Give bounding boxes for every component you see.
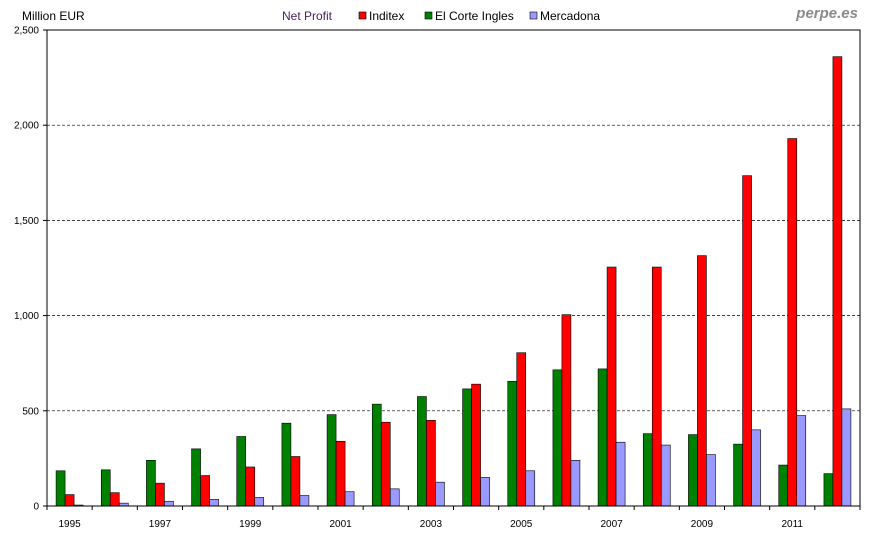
bar-el-corte-ingles-1996 [100, 469, 111, 507]
bar-inditex-2012 [832, 56, 843, 507]
bar-el-corte-ingles-1997 [146, 459, 156, 507]
bar-mercadona-2004 [480, 477, 490, 507]
bar-el-corte-ingles-1998 [191, 448, 201, 507]
bar-inditex-2011 [787, 138, 798, 507]
bar-inditex-2009 [697, 255, 707, 507]
bar-inditex-2004 [471, 383, 481, 507]
legend-swatch-el-corte-ingles [424, 11, 433, 20]
x-tick-label-1995: 1995 [58, 519, 81, 530]
axes [43, 29, 861, 510]
bar-el-corte-ingles-2000 [281, 422, 292, 507]
x-tick-label-1999: 1999 [239, 519, 262, 530]
bar-el-corte-ingles-2002 [371, 403, 382, 507]
bar-el-corte-ingles-2010 [733, 443, 743, 507]
brand-watermark: perpe.es [795, 5, 858, 22]
y-tick-label-0: 0 [33, 502, 39, 513]
legend-label-inditex: Inditex [369, 9, 404, 23]
legend-label-el-corte-ingles: El Corte Ingles [435, 9, 514, 23]
bar-el-corte-ingles-2007 [597, 368, 608, 507]
y-tick-label-1000: 1,000 [14, 311, 39, 322]
bar-mercadona-1997 [164, 500, 174, 507]
bar-inditex-1997 [155, 482, 165, 507]
bar-el-corte-ingles-1995 [55, 470, 66, 507]
bar-mercadona-1998 [209, 499, 219, 507]
legend-swatch-mercadona [529, 11, 538, 20]
x-tick-label-2005: 2005 [510, 519, 533, 530]
x-tick-label-2003: 2003 [420, 519, 443, 530]
bar-mercadona-2003 [435, 481, 445, 507]
x-tick-label-1997: 1997 [149, 519, 172, 530]
bar-mercadona-2006 [570, 459, 581, 507]
bar-inditex-2000 [290, 456, 301, 507]
x-tick-label-2007: 2007 [600, 519, 623, 530]
y-tick-label-2000: 2,000 [14, 121, 39, 132]
bar-mercadona-2002 [389, 488, 400, 507]
x-tick-label-2009: 2009 [691, 519, 714, 530]
bar-inditex-2001 [335, 440, 346, 507]
bar-mercadona-2009 [706, 454, 716, 507]
y-tick-label-1500: 1,500 [14, 216, 39, 227]
chart-title: Net Profit [282, 9, 333, 23]
bar-inditex-2003 [426, 420, 436, 507]
bar-inditex-1998 [200, 475, 210, 507]
y-tick-labels: 0 500 1,000 1,500 2,000 2,500 [14, 26, 39, 513]
bar-el-corte-ingles-2012 [823, 473, 834, 507]
bar-inditex-1996 [109, 492, 120, 507]
bar-inditex-2006 [561, 314, 572, 507]
bar-el-corte-ingles-2001 [326, 414, 337, 507]
bar-mercadona-2011 [796, 415, 807, 507]
bar-mercadona-1999 [254, 497, 265, 507]
x-tick-label-2001: 2001 [329, 519, 352, 530]
y-unit-label: Million EUR [22, 9, 85, 23]
legend: Inditex El Corte Ingles Mercadona [358, 9, 600, 23]
bar-inditex-2002 [380, 421, 391, 507]
bar-el-corte-ingles-2008 [642, 433, 653, 507]
bar-mercadona-2010 [751, 429, 761, 507]
bar-inditex-2005 [516, 352, 527, 507]
bar-el-corte-ingles-1999 [236, 436, 247, 507]
bar-inditex-1995 [64, 494, 75, 507]
bar-el-corte-ingles-2003 [417, 396, 427, 507]
bar-el-corte-ingles-2004 [462, 388, 472, 507]
y-tick-label-500: 500 [22, 406, 39, 417]
bar-el-corte-ingles-2009 [688, 434, 698, 507]
bar-mercadona-2007 [615, 441, 626, 507]
legend-swatch-inditex [358, 11, 367, 20]
bar-el-corte-ingles-2011 [778, 464, 789, 507]
y-tick-label-2500: 2,500 [14, 26, 39, 37]
bar-mercadona-2005 [525, 470, 536, 507]
x-tick-labels: 1995 1997 1999 2001 2003 2005 2007 2009 2011 [58, 519, 803, 530]
bar-mercadona-2012 [841, 408, 852, 507]
grid-lines [47, 29, 860, 412]
x-tick-label-2011: 2011 [781, 519, 803, 530]
bar-mercadona-2001 [344, 491, 355, 507]
bar-mercadona-2000 [299, 495, 310, 507]
bar-inditex-2008 [651, 266, 662, 507]
bar-inditex-1999 [245, 466, 256, 507]
legend-label-mercadona: Mercadona [540, 9, 600, 23]
bar-el-corte-ingles-2005 [507, 380, 518, 507]
bar-el-corte-ingles-2006 [552, 369, 563, 507]
bar-inditex-2010 [742, 175, 752, 507]
bar-inditex-2007 [606, 266, 617, 507]
bar-mercadona-2008 [660, 444, 671, 507]
